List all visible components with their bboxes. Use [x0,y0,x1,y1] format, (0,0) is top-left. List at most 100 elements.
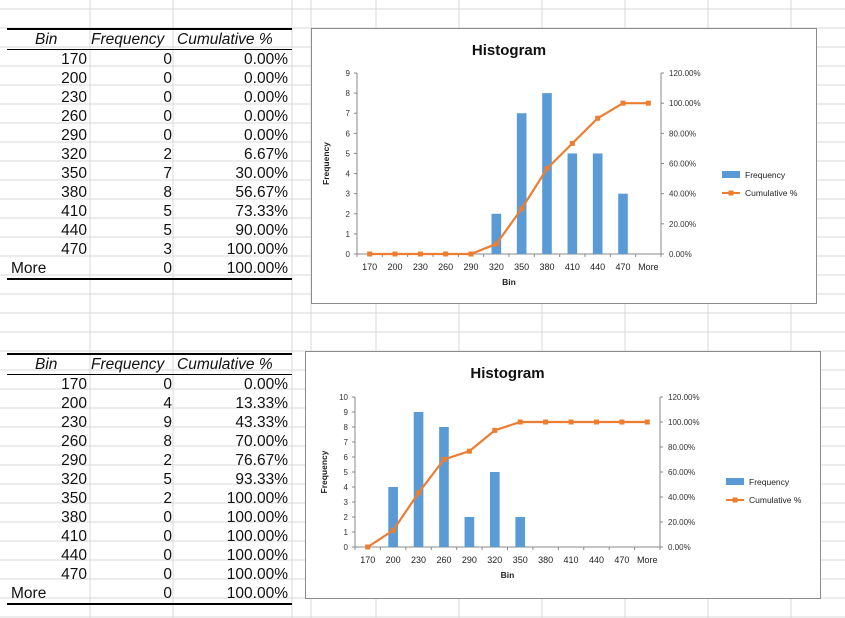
cumulative-marker [544,166,550,172]
frequency-bar [567,153,578,254]
table-row[interactable]: 470 0 100.00% [7,565,292,584]
table-row[interactable]: 470 3 100.00% [7,240,292,259]
y-tick-label: 2 [346,210,351,219]
bin-cell: 350 [61,165,87,182]
table-row[interactable]: 380 8 56.67% [7,183,292,202]
bin-cell: 380 [61,509,87,526]
frequency-bar [542,93,552,254]
cumulative-marker [569,140,575,146]
histogram-chart-1[interactable]: Histogram 0 1 2 3 4 5 6 7 8 9 0.00% 20.00% 40.00% 60.0… [311,28,817,304]
frequency-cell: 0 [163,108,172,125]
table-row[interactable]: 320 5 93.33% [7,470,292,489]
cumulative-cell: 100.00% [226,241,288,258]
table-row[interactable]: 380 0 100.00% [7,508,292,527]
cumulative-marker [493,241,499,247]
y2-tick-label: 60.00% [668,468,695,477]
cumulative-marker [417,251,423,257]
chart-title: Histogram [470,365,544,382]
x-tick-label: 230 [413,262,428,272]
y-axis-title: Frequency [321,142,331,185]
frequency-cell: 0 [163,376,172,393]
table-row[interactable]: 440 5 90.00% [7,221,292,240]
cumulative-cell: 100.00% [226,490,288,507]
cumulative-marker [392,251,398,257]
y2-tick-label: 120.00% [668,393,700,402]
frequency-bar [439,427,449,547]
cumulative-marker [443,251,449,257]
cumulative-marker [593,419,599,425]
table-row[interactable]: 290 0 0.00% [7,126,292,145]
bin-header: Bin [35,31,58,48]
cumulative-marker [519,206,525,212]
x-tick-label: 440 [590,262,605,272]
x-tick-label: 260 [438,262,453,272]
table-row[interactable]: More 0 100.00% [7,584,292,605]
table-row[interactable]: 230 9 43.33% [7,413,292,432]
table-row[interactable]: 320 2 6.67% [7,145,292,164]
y-tick-label: 1 [346,230,351,239]
frequency-cell: 0 [163,51,172,68]
y-tick-label: 6 [346,129,351,138]
table-row[interactable]: 170 0 0.00% [7,375,292,394]
x-tick-label: 350 [513,555,528,565]
chart-svg: Histogram 0 1 2 3 4 5 6 7 8 9 0.00% 20.00% 40.00% 60.0… [321,42,798,287]
bin-cell: 170 [61,51,87,68]
frequency-bar [489,472,500,547]
table-row[interactable]: 410 5 73.33% [7,202,292,221]
table-row[interactable]: 200 0 0.00% [7,69,292,88]
cumulative-cell: 100.00% [226,509,288,526]
bin-cell: 170 [61,376,87,393]
cumulative-marker [644,419,650,425]
frequency-cell: 7 [163,165,172,182]
legend-frequency-swatch [722,171,740,178]
y-tick-label: 3 [346,190,351,199]
cumulative-cell: 73.33% [235,203,288,220]
frequency-cell: 0 [163,528,172,545]
table-row[interactable]: 260 8 70.00% [7,432,292,451]
bin-cell: 230 [61,89,87,106]
legend-cumulative-label: Cumulative % [749,495,802,505]
cumulative-marker [620,100,626,106]
y2-tick-label: 0.00% [669,250,692,259]
table-row[interactable]: 200 4 13.33% [7,394,292,413]
cumulative-cell: 76.67% [235,452,288,469]
bin-cell: 410 [61,528,87,545]
legend-cumulative-marker [732,497,738,503]
cumulative-line [369,102,649,256]
x-tick-label: 170 [362,262,377,272]
table-row[interactable]: 410 0 100.00% [7,527,292,546]
y-tick-label: 9 [346,69,351,78]
x-tick-label: 260 [436,555,451,565]
x-tick-label: 170 [360,555,375,565]
histogram-chart-2[interactable]: Histogram 0 1 2 3 4 5 6 7 8 9 10 0.00% 20.00% 40.00% 60… [305,351,821,599]
cumulative-cell: 43.33% [235,414,288,431]
cumulative-header: Cumulative % [177,356,273,373]
cumulative-marker [517,419,523,425]
frequency-header: Frequency [91,31,165,48]
frequency-bar [413,412,424,547]
y2-tick-label: 40.00% [668,493,695,502]
table-row[interactable]: 230 0 0.00% [7,88,292,107]
table-row[interactable]: 170 0 0.00% [7,50,292,69]
y-tick-label: 4 [346,170,351,179]
frequency-cell: 2 [163,146,172,163]
table-row[interactable]: 350 7 30.00% [7,164,292,183]
cumulative-cell: 6.67% [244,146,288,163]
frequency-cell: 4 [163,395,172,412]
table-row[interactable]: More 0 100.00% [7,259,292,280]
legend-cumulative-label: Cumulative % [745,188,798,198]
table-row[interactable]: 350 2 100.00% [7,489,292,508]
x-tick-label: 230 [411,555,426,565]
bin-cell: 290 [61,127,87,144]
cumulative-marker [416,490,422,496]
table-row[interactable]: 290 2 76.67% [7,451,292,470]
y2-tick-label: 80.00% [669,129,696,138]
bin-cell: 410 [61,203,87,220]
y-tick-label: 4 [344,483,349,492]
table-row[interactable]: 440 0 100.00% [7,546,292,565]
legend-frequency-label: Frequency [749,477,790,487]
y-tick-label: 8 [346,89,351,98]
table-row[interactable]: 260 0 0.00% [7,107,292,126]
histogram-table-2: Bin Frequency Cumulative % 170 0 0.00% 200 4 13.… [7,353,292,605]
frequency-cell: 0 [163,260,172,277]
